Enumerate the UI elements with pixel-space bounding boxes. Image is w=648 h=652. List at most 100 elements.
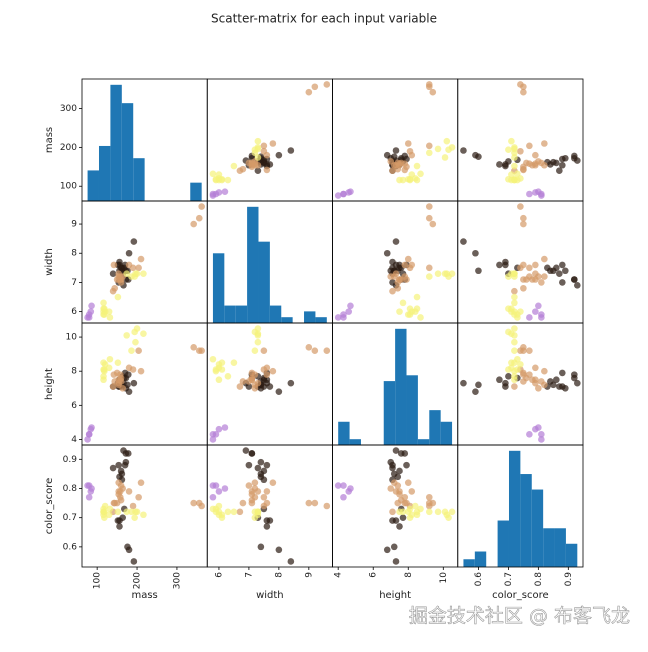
point — [475, 381, 482, 389]
point — [215, 488, 223, 495]
point — [109, 383, 117, 390]
point — [425, 214, 433, 222]
point — [553, 159, 560, 167]
point — [254, 167, 262, 174]
point — [111, 284, 119, 292]
point — [532, 270, 539, 277]
point — [266, 383, 274, 390]
point — [514, 176, 521, 184]
x-tick-label: 0.8 — [534, 572, 544, 587]
point — [517, 81, 524, 88]
point — [511, 332, 518, 339]
point — [114, 508, 122, 516]
point — [239, 499, 247, 507]
point — [248, 376, 256, 384]
point — [574, 282, 581, 289]
x-tick-label: 200 — [133, 572, 143, 589]
point — [404, 140, 412, 147]
point — [520, 165, 527, 173]
point — [396, 467, 403, 475]
point — [305, 88, 313, 96]
point — [245, 461, 253, 469]
histogram-bar — [98, 145, 111, 201]
watermark: 掘金技术社区 @ 布客飞龙 — [409, 605, 630, 627]
point — [406, 514, 414, 521]
panel-frame — [332, 78, 459, 202]
point — [441, 154, 449, 161]
point — [254, 338, 262, 346]
point — [406, 175, 414, 183]
point — [559, 279, 566, 286]
y-tick-label: 6 — [71, 307, 77, 317]
point — [406, 305, 414, 312]
point — [406, 311, 414, 318]
point — [100, 311, 107, 318]
point — [547, 378, 554, 385]
point — [396, 523, 403, 530]
point — [116, 523, 123, 530]
point — [254, 145, 262, 153]
point — [123, 270, 130, 277]
point — [254, 325, 262, 332]
point — [502, 161, 509, 168]
histogram-bar — [269, 305, 282, 323]
point — [311, 347, 319, 355]
y-tick-label: 4 — [71, 435, 77, 445]
point — [133, 325, 141, 332]
point — [263, 364, 271, 372]
point — [429, 88, 437, 96]
point — [472, 249, 479, 257]
point — [251, 479, 259, 486]
point — [85, 431, 93, 438]
point — [122, 450, 130, 457]
point — [553, 264, 560, 272]
point — [101, 514, 108, 521]
point — [556, 167, 563, 174]
point — [394, 499, 402, 507]
histogram-bar — [304, 311, 316, 323]
histogram-bar — [338, 421, 350, 445]
x-axis-label: height — [379, 590, 411, 601]
point — [212, 366, 220, 373]
point — [334, 192, 342, 199]
point — [556, 383, 563, 390]
point — [236, 383, 244, 390]
point — [140, 511, 147, 519]
point — [275, 546, 283, 554]
point — [526, 431, 533, 438]
point — [106, 505, 114, 513]
point — [511, 154, 518, 161]
point — [434, 145, 442, 153]
point — [496, 161, 503, 168]
histogram-bar — [474, 551, 487, 567]
point — [571, 374, 578, 382]
point — [114, 359, 122, 366]
point — [526, 314, 533, 321]
point — [448, 144, 456, 151]
point — [260, 347, 268, 355]
y-tick-label: 7 — [71, 278, 77, 288]
point — [425, 149, 433, 157]
point — [101, 305, 108, 312]
point — [221, 485, 229, 492]
point — [269, 367, 277, 375]
point — [383, 249, 391, 257]
point — [520, 88, 527, 96]
point — [517, 361, 524, 368]
point — [254, 508, 262, 516]
point — [389, 287, 396, 295]
point — [511, 162, 518, 170]
point — [209, 170, 217, 178]
point — [109, 270, 117, 277]
point — [389, 508, 396, 516]
point — [115, 376, 122, 384]
point — [132, 270, 139, 277]
point — [413, 305, 421, 312]
point — [541, 273, 548, 280]
point — [511, 383, 518, 390]
point — [399, 514, 407, 521]
point — [559, 369, 566, 377]
point — [562, 267, 569, 275]
point — [221, 188, 229, 195]
point — [135, 493, 142, 501]
